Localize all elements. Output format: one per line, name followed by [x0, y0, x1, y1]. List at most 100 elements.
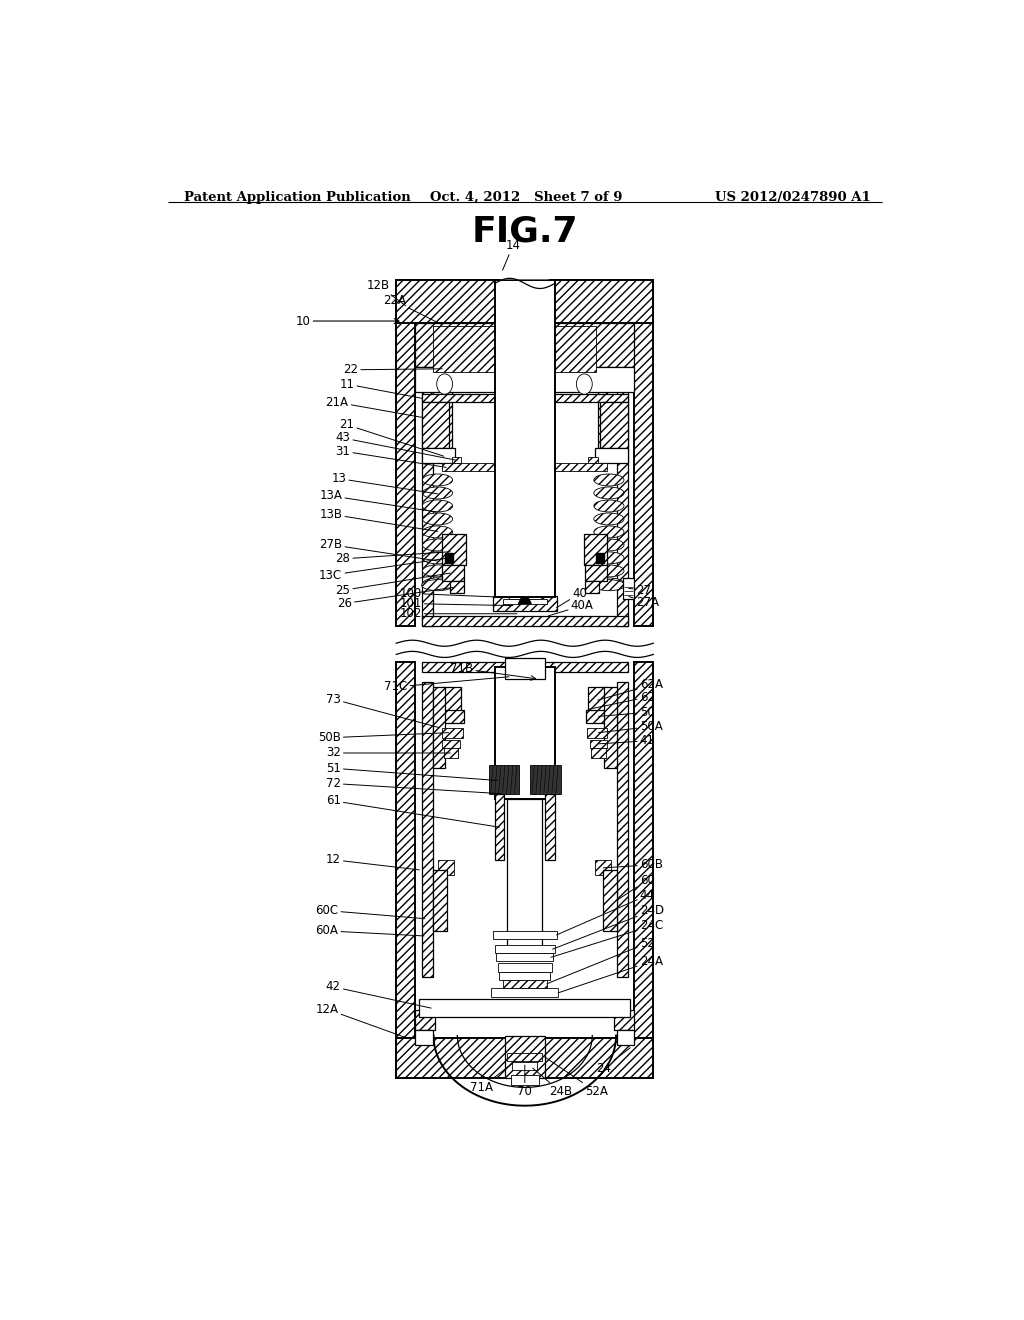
Text: 50B: 50B: [317, 731, 449, 744]
Bar: [546, 793, 555, 859]
Text: 28: 28: [335, 552, 451, 565]
Text: Patent Application Publication: Patent Application Publication: [183, 191, 411, 203]
Bar: [507, 799, 543, 956]
Text: 13C: 13C: [319, 558, 450, 582]
Bar: [396, 280, 653, 323]
Text: 13A: 13A: [319, 490, 437, 512]
Bar: [616, 682, 628, 977]
Text: 42: 42: [326, 981, 431, 1008]
Text: 24B: 24B: [532, 1068, 572, 1098]
Bar: [396, 1038, 416, 1078]
Ellipse shape: [423, 539, 453, 550]
Text: 52: 52: [547, 937, 654, 983]
Text: 22: 22: [343, 363, 442, 376]
Bar: [422, 447, 455, 463]
Text: 11: 11: [339, 378, 422, 399]
Text: 25: 25: [335, 573, 451, 597]
Bar: [443, 748, 458, 758]
Bar: [588, 457, 598, 463]
Bar: [495, 280, 555, 598]
Bar: [634, 661, 653, 1038]
Text: 50: 50: [599, 706, 654, 719]
Bar: [495, 945, 555, 953]
Text: 73: 73: [326, 693, 439, 727]
Ellipse shape: [423, 578, 453, 590]
Text: 12A: 12A: [315, 1003, 406, 1038]
Bar: [422, 615, 628, 626]
Bar: [422, 661, 628, 672]
Ellipse shape: [423, 525, 453, 539]
Text: 70: 70: [517, 1065, 532, 1098]
Bar: [422, 381, 433, 626]
Text: 62: 62: [588, 690, 655, 709]
Bar: [503, 979, 547, 987]
Bar: [498, 964, 552, 972]
Circle shape: [436, 374, 453, 395]
Text: 26: 26: [337, 587, 454, 610]
Text: 102: 102: [399, 607, 517, 620]
Text: 51: 51: [326, 762, 497, 780]
Text: 21: 21: [339, 418, 443, 457]
Text: 40A: 40A: [549, 599, 594, 615]
Text: 71B: 71B: [451, 663, 536, 680]
Text: 13B: 13B: [319, 508, 437, 532]
Text: 71A: 71A: [470, 1063, 513, 1094]
Bar: [442, 739, 460, 748]
Bar: [433, 686, 445, 768]
Bar: [442, 686, 461, 713]
Bar: [512, 1063, 538, 1071]
Ellipse shape: [422, 579, 454, 590]
Bar: [489, 766, 519, 793]
Ellipse shape: [594, 578, 624, 590]
Text: 12: 12: [326, 853, 419, 870]
Text: US 2012/0247890 A1: US 2012/0247890 A1: [715, 191, 871, 203]
Bar: [494, 597, 557, 611]
Text: 60A: 60A: [315, 924, 424, 937]
Ellipse shape: [594, 487, 624, 499]
Text: 22A: 22A: [383, 294, 440, 325]
Bar: [530, 766, 560, 793]
Bar: [595, 447, 628, 463]
Bar: [604, 686, 616, 768]
Bar: [416, 1031, 433, 1044]
Bar: [442, 463, 607, 471]
Text: 101: 101: [399, 597, 513, 610]
Bar: [598, 323, 607, 463]
Text: 24A: 24A: [558, 954, 663, 993]
Text: 27: 27: [629, 583, 651, 597]
Bar: [416, 367, 634, 392]
Text: 27B: 27B: [319, 539, 437, 561]
Bar: [602, 870, 616, 931]
Bar: [433, 326, 517, 372]
Bar: [614, 1010, 634, 1031]
Bar: [422, 395, 628, 403]
Bar: [624, 578, 634, 598]
Bar: [503, 598, 547, 603]
Bar: [585, 581, 599, 594]
Text: 14: 14: [503, 239, 520, 271]
Text: 71C: 71C: [384, 677, 509, 693]
Bar: [495, 793, 504, 859]
Bar: [442, 535, 466, 565]
Ellipse shape: [594, 500, 624, 512]
Bar: [509, 594, 541, 598]
Text: 24D: 24D: [553, 904, 664, 949]
Text: 31: 31: [335, 445, 446, 467]
Bar: [445, 553, 454, 562]
Ellipse shape: [423, 500, 453, 512]
Bar: [505, 659, 545, 678]
Text: 72: 72: [326, 777, 501, 793]
Bar: [416, 1010, 435, 1031]
Bar: [592, 748, 606, 758]
Ellipse shape: [594, 525, 624, 539]
Text: FIG.7: FIG.7: [471, 214, 579, 248]
Bar: [416, 323, 634, 367]
Text: 21A: 21A: [326, 396, 423, 417]
Text: 12B: 12B: [367, 279, 406, 306]
Bar: [616, 381, 628, 626]
Bar: [438, 710, 464, 722]
Text: 52A: 52A: [545, 1057, 607, 1098]
Bar: [438, 859, 455, 875]
Bar: [396, 661, 416, 1038]
Ellipse shape: [593, 579, 625, 590]
